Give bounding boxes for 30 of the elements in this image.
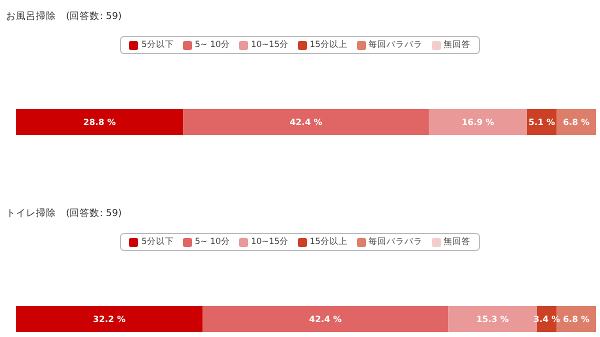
legend-label: 15分以上 (310, 39, 348, 51)
legend-label: 10~15分 (250, 39, 289, 51)
bar (428, 109, 527, 135)
bar (16, 306, 203, 332)
legend-label: 毎回バラバラ (368, 236, 423, 248)
data-label: 42.4 % (309, 314, 342, 325)
legend-label: 毎回バラバラ (368, 39, 423, 51)
data-label: 5.1 % (528, 118, 556, 128)
legend-label: 5~ 10分 (194, 39, 230, 51)
legend-label: 15分以上 (310, 236, 348, 248)
legend-label: 5分以下 (141, 236, 174, 248)
legend-label: 5~ 10分 (194, 236, 230, 248)
legend-label: 無回答 (444, 236, 471, 248)
data-label: 42.4 % (290, 118, 323, 128)
data-label: 6.8 % (563, 118, 590, 128)
bar (16, 109, 184, 135)
bar (183, 109, 429, 135)
legend-label: 無回答 (444, 39, 471, 51)
data-label: 16.9 % (462, 118, 495, 128)
data-label: 3.4 % (533, 314, 560, 325)
bar (202, 306, 448, 332)
data-label: 28.8 % (83, 118, 116, 128)
data-label: 15.3 % (476, 314, 510, 325)
chart-title: トイレ掃除 (回答数: 59) (6, 207, 122, 220)
legend-label: 5分以下 (141, 39, 174, 51)
chart-title: お風呂掃除 (回答数: 59) (6, 10, 122, 23)
data-label: 6.8 % (563, 314, 590, 325)
data-label: 32.2 % (93, 314, 126, 325)
bar (556, 109, 596, 135)
legend-label: 10~15分 (250, 236, 289, 248)
